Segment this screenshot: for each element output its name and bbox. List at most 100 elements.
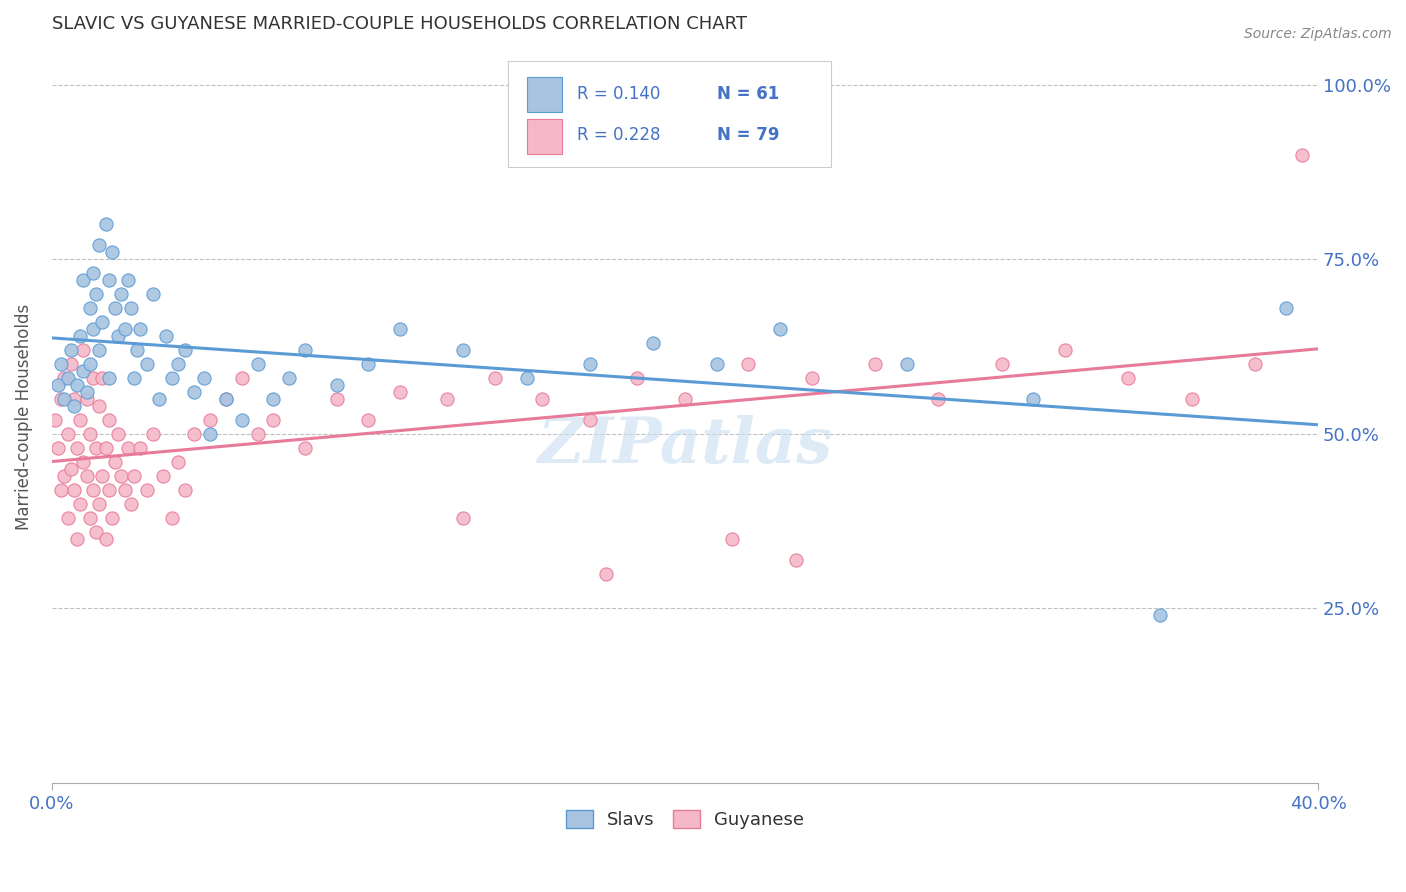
Point (152, 468, 174, 483)
Point (183, 384, 205, 399)
Point (643, 336, 665, 351)
Point (84, 441, 107, 455)
Point (59, 357, 82, 371)
Point (82, 266, 104, 280)
Point (388, 322, 411, 336)
Point (84, 287, 107, 301)
Text: N = 61: N = 61 (717, 85, 779, 103)
Point (246, 357, 269, 371)
Point (94, 441, 117, 455)
Point (69, 497, 91, 511)
Point (46, 441, 69, 455)
Point (148, 392, 170, 406)
Point (262, 413, 284, 427)
Point (76, 384, 98, 399)
Point (63, 392, 86, 406)
Point (142, 426, 165, 441)
Point (114, 322, 136, 336)
Text: SLAVIC VS GUYANESE MARRIED-COUPLE HOUSEHOLDS CORRELATION CHART: SLAVIC VS GUYANESE MARRIED-COUPLE HOUSEH… (52, 15, 747, 33)
Point (160, 371, 183, 385)
Point (107, 329, 129, 343)
Point (72, 364, 94, 378)
Point (193, 371, 215, 385)
Point (122, 468, 145, 483)
Point (51, 357, 73, 371)
Y-axis label: Married-couple Households: Married-couple Households (15, 303, 32, 530)
Point (104, 455, 127, 469)
Point (117, 441, 139, 455)
Point (120, 301, 142, 316)
Point (97, 413, 120, 427)
Point (155, 329, 177, 343)
Point (231, 371, 253, 385)
Point (97, 371, 120, 385)
Point (769, 322, 792, 336)
Point (183, 426, 205, 441)
Point (453, 510, 475, 524)
Point (76, 392, 98, 406)
Point (436, 392, 458, 406)
Point (453, 343, 475, 357)
Point (198, 426, 221, 441)
Point (896, 357, 918, 371)
Point (1053, 343, 1076, 357)
Point (160, 510, 183, 524)
Point (97, 273, 120, 287)
Point (69, 413, 91, 427)
Point (110, 468, 132, 483)
Bar (527, 77, 562, 112)
Point (59, 462, 82, 476)
Point (215, 392, 238, 406)
Point (51, 483, 73, 497)
Point (357, 413, 380, 427)
Text: Source: ZipAtlas.com: Source: ZipAtlas.com (1244, 27, 1392, 41)
Point (142, 287, 165, 301)
Point (53, 392, 76, 406)
Point (246, 426, 269, 441)
Point (94, 532, 117, 546)
Point (82, 371, 104, 385)
Point (135, 357, 157, 371)
Point (72, 343, 94, 357)
Point (122, 371, 145, 385)
Point (104, 301, 127, 316)
Point (82, 322, 104, 336)
Point (863, 357, 886, 371)
Point (89, 238, 111, 252)
Point (79, 357, 101, 371)
Point (63, 399, 86, 413)
Point (1291, 147, 1313, 161)
Point (595, 566, 617, 581)
Point (294, 343, 316, 357)
Point (579, 413, 602, 427)
Point (44, 413, 66, 427)
FancyBboxPatch shape (508, 61, 831, 167)
Point (59, 343, 82, 357)
Point (84, 524, 107, 539)
Point (89, 399, 111, 413)
Point (69, 329, 91, 343)
Point (117, 273, 139, 287)
Point (1022, 392, 1045, 406)
Point (721, 532, 744, 546)
Point (82, 483, 104, 497)
Point (72, 455, 94, 469)
Point (1243, 357, 1265, 371)
Point (516, 371, 538, 385)
Bar (527, 119, 562, 154)
Point (94, 218, 117, 232)
Point (484, 371, 506, 385)
Point (53, 371, 76, 385)
Point (101, 510, 124, 524)
Point (101, 245, 124, 260)
Legend: Slavs, Guyanese: Slavs, Guyanese (558, 803, 811, 837)
Point (531, 392, 554, 406)
Point (89, 343, 111, 357)
Point (46, 378, 69, 392)
Point (800, 371, 823, 385)
Point (51, 392, 73, 406)
Point (97, 483, 120, 497)
Point (79, 510, 101, 524)
Point (215, 392, 238, 406)
Point (79, 301, 101, 316)
